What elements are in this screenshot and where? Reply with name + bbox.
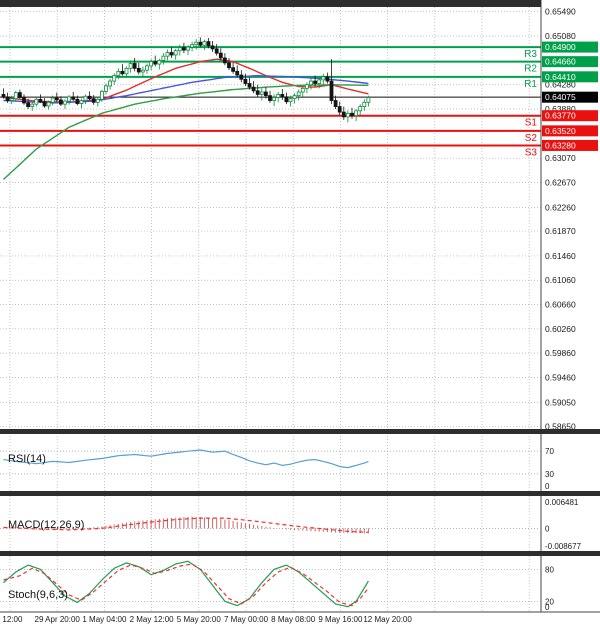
time-axis: r 12:00 29 Apr 20:00 1 May 04:00 2 May 12:0… [0, 615, 412, 624]
level-name-label: S1 [525, 118, 538, 129]
current-price-tag [542, 91, 598, 103]
time-axis-label: 12 May 20:00 [363, 615, 412, 624]
level-name-label: S2 [525, 133, 538, 144]
indicator-axis-label: 80 [545, 565, 554, 574]
level-price-tag-text: 0.64660 [545, 57, 576, 67]
macd-panel-label: MACD(12,26,9) [8, 519, 85, 531]
price-axis-label: 0.62670 [545, 177, 576, 187]
price-axis-label: 0.63880 [545, 104, 576, 114]
level-price-tag [542, 110, 598, 122]
level-name-label: R3 [524, 49, 537, 60]
indicator-panel-stoch: 80 200 [0, 560, 554, 612]
price-axis-label: 0.59460 [545, 372, 576, 382]
time-axis-label: 2 May 12:00 [130, 615, 175, 624]
time-axis-label: 5 May 20:00 [177, 615, 222, 624]
indicator-axis-label: 30 [545, 470, 554, 479]
level-price-tag-text: 0.63280 [545, 140, 576, 150]
indicator-panel-macd: 0.006481 0 -0.008677 [0, 498, 582, 551]
rsi-line [3, 449, 369, 469]
indicator-axis-label: 0.006481 [545, 498, 579, 507]
time-axis-label: r 12:00 [0, 615, 23, 624]
time-axis-label: 9 May 16:00 [318, 615, 363, 624]
top-bar [0, 0, 541, 7]
price-axis-label: 0.60260 [545, 324, 576, 334]
level-price-tag [542, 71, 598, 83]
time-axis-label: 1 May 04:00 [82, 615, 127, 624]
indicator-axis-label: -0.008677 [545, 542, 582, 551]
price-axis-label: 0.65080 [545, 31, 576, 41]
current-price-tag-text: 0.64075 [545, 92, 576, 102]
stoch-panel-label: Stoch(9,6,3) [8, 589, 68, 601]
price-axis-label: 0.64280 [545, 80, 576, 90]
price-axis: 0.65490 0.65080 0.64280 0.63880 0.63070 0.626… [540, 0, 600, 612]
indicator-axis-label: 70 [545, 447, 554, 456]
indicator-axis-label: 0 [545, 524, 550, 533]
price-axis-label: 0.58650 [545, 422, 576, 432]
indicator-panel-rsi: 70 30 0 [0, 447, 554, 491]
level-name-label: R2 [524, 64, 537, 75]
macd-signal-line [3, 517, 369, 533]
candlestick-layer [1, 37, 371, 123]
level-price-tag-text: 0.64900 [545, 42, 576, 52]
price-axis-label: 0.61870 [545, 226, 576, 236]
price-gridlines [0, 10, 541, 427]
level-price-tag [542, 125, 598, 137]
level-price-tag [542, 41, 598, 53]
level-price-tag [542, 139, 598, 151]
price-axis-label: 0.62260 [545, 202, 576, 212]
time-axis-label: 29 Apr 20:00 [35, 615, 81, 624]
stoch-d-line [3, 563, 369, 607]
indicator-axis-label: 0 [545, 603, 550, 612]
rsi-panel-label: RSI(14) [8, 453, 46, 465]
vertical-gridlines [9, 7, 530, 612]
price-axis-label: 0.65490 [545, 6, 576, 16]
panel-separators [0, 0, 600, 613]
level-price-tag-text: 0.63770 [545, 111, 576, 121]
time-axis-label: 7 May 00:00 [224, 615, 269, 624]
price-axis-label: 0.63070 [545, 153, 576, 163]
level-name-label: R1 [524, 79, 537, 90]
level-price-tag-text: 0.63520 [545, 126, 576, 136]
indicator-axis-label: 20 [545, 597, 554, 606]
price-axis-label: 0.59050 [545, 397, 576, 407]
price-axis-label: 0.61060 [545, 275, 576, 285]
price-axis-label: 0.59860 [545, 348, 576, 358]
indicator-axis-label: 0 [545, 482, 550, 491]
price-axis-label: 0.61460 [545, 251, 576, 261]
level-name-label: S3 [525, 147, 538, 158]
level-price-tag-text: 0.64410 [545, 72, 576, 82]
level-price-tag [542, 56, 598, 68]
time-axis-label: 8 May 08:00 [271, 615, 316, 624]
stoch-k-line [3, 560, 369, 608]
price-axis-label: 0.60660 [545, 300, 576, 310]
